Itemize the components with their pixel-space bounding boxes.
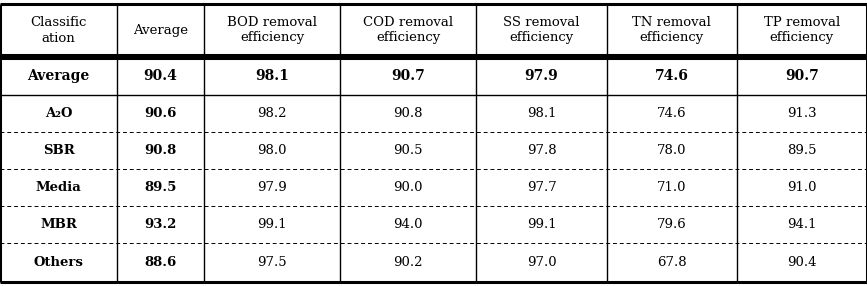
Text: 94.0: 94.0 — [394, 218, 423, 231]
Text: 74.6: 74.6 — [655, 69, 688, 83]
Text: COD removal
efficiency: COD removal efficiency — [363, 17, 453, 45]
Text: 97.9: 97.9 — [257, 181, 287, 194]
Text: 97.0: 97.0 — [527, 256, 557, 269]
Text: 97.9: 97.9 — [525, 69, 558, 83]
Text: Average: Average — [28, 69, 89, 83]
Text: MBR: MBR — [40, 218, 77, 231]
Text: 88.6: 88.6 — [145, 256, 177, 269]
Text: Others: Others — [34, 256, 83, 269]
Text: 93.2: 93.2 — [145, 218, 177, 231]
Text: 99.1: 99.1 — [527, 218, 557, 231]
Text: 74.6: 74.6 — [657, 107, 687, 120]
Text: 98.1: 98.1 — [527, 107, 557, 120]
Text: A₂O: A₂O — [45, 107, 72, 120]
Text: 97.5: 97.5 — [257, 256, 287, 269]
Text: 97.7: 97.7 — [526, 181, 557, 194]
Text: 98.1: 98.1 — [255, 69, 289, 83]
Text: 90.2: 90.2 — [394, 256, 423, 269]
Text: 78.0: 78.0 — [657, 144, 687, 157]
Text: 89.5: 89.5 — [787, 144, 817, 157]
Text: 98.0: 98.0 — [257, 144, 287, 157]
Text: TN removal
efficiency: TN removal efficiency — [632, 17, 711, 45]
Text: 79.6: 79.6 — [657, 218, 687, 231]
Text: Classific
ation: Classific ation — [30, 17, 87, 45]
Text: SS removal
efficiency: SS removal efficiency — [504, 17, 580, 45]
Text: 97.8: 97.8 — [527, 144, 557, 157]
Text: 90.7: 90.7 — [785, 69, 818, 83]
Text: 90.4: 90.4 — [144, 69, 178, 83]
Text: 94.1: 94.1 — [787, 218, 817, 231]
Text: 71.0: 71.0 — [657, 181, 687, 194]
Text: 90.7: 90.7 — [392, 69, 425, 83]
Text: 91.0: 91.0 — [787, 181, 817, 194]
Text: 67.8: 67.8 — [657, 256, 687, 269]
Text: 89.5: 89.5 — [145, 181, 177, 194]
Text: 98.2: 98.2 — [257, 107, 287, 120]
Text: 90.4: 90.4 — [787, 256, 817, 269]
Text: TP removal
efficiency: TP removal efficiency — [764, 17, 840, 45]
Text: SBR: SBR — [42, 144, 75, 157]
Text: 90.6: 90.6 — [145, 107, 177, 120]
Text: BOD removal
efficiency: BOD removal efficiency — [227, 17, 317, 45]
Text: 90.0: 90.0 — [394, 181, 423, 194]
Text: 91.3: 91.3 — [787, 107, 817, 120]
Text: Media: Media — [36, 181, 81, 194]
Text: 90.5: 90.5 — [394, 144, 423, 157]
Text: 90.8: 90.8 — [394, 107, 423, 120]
Text: 99.1: 99.1 — [257, 218, 287, 231]
Text: Average: Average — [133, 24, 188, 37]
Text: 90.8: 90.8 — [145, 144, 177, 157]
